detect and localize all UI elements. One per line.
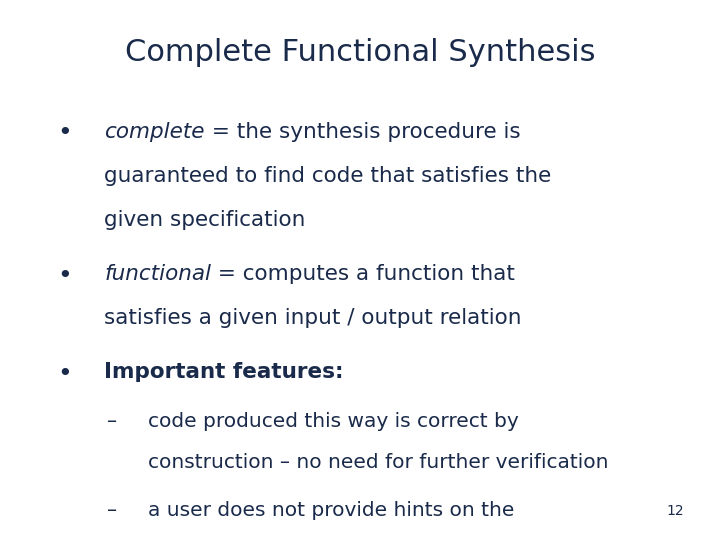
Text: construction – no need for further verification: construction – no need for further verif… — [148, 453, 608, 472]
Text: complete: complete — [104, 122, 205, 141]
Text: 12: 12 — [667, 504, 684, 518]
Text: = computes a function that: = computes a function that — [212, 264, 516, 284]
Text: Complete Functional Synthesis: Complete Functional Synthesis — [125, 38, 595, 67]
Text: •: • — [58, 122, 72, 145]
Text: –: – — [107, 501, 117, 520]
Text: code produced this way is correct by: code produced this way is correct by — [148, 412, 518, 431]
Text: guaranteed to find code that satisfies the: guaranteed to find code that satisfies t… — [104, 166, 552, 186]
Text: a user does not provide hints on the: a user does not provide hints on the — [148, 501, 514, 520]
Text: –: – — [107, 412, 117, 431]
Text: = the synthesis procedure is: = the synthesis procedure is — [205, 122, 521, 141]
Text: functional: functional — [104, 264, 212, 284]
Text: •: • — [58, 264, 72, 288]
Text: given specification: given specification — [104, 210, 306, 230]
Text: •: • — [58, 362, 72, 386]
Text: Important features:: Important features: — [104, 362, 344, 382]
Text: satisfies a given input / output relation: satisfies a given input / output relatio… — [104, 308, 522, 328]
